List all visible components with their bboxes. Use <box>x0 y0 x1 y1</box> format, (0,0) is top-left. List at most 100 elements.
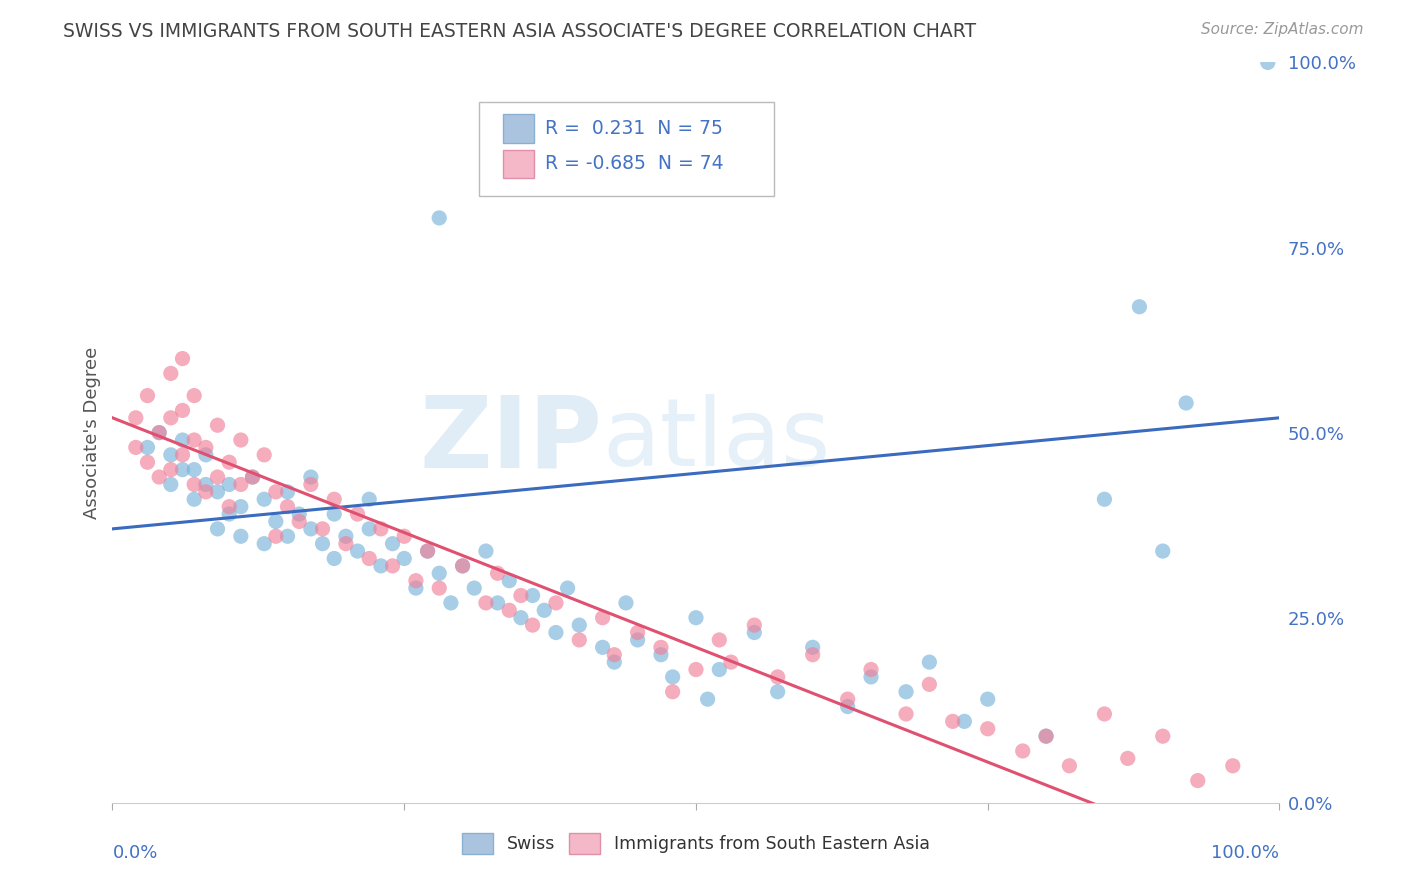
Point <box>125 410 148 425</box>
Point <box>346 544 368 558</box>
Point <box>172 403 194 417</box>
Point <box>1059 758 1081 772</box>
Point <box>218 500 240 514</box>
Point <box>498 603 520 617</box>
Point <box>498 574 520 588</box>
Point <box>381 558 404 573</box>
Point <box>603 648 626 662</box>
Point <box>253 448 276 462</box>
Point <box>1035 729 1057 743</box>
Point <box>1128 300 1150 314</box>
Point <box>183 388 205 402</box>
Point <box>568 618 591 632</box>
Point <box>801 640 824 655</box>
Point <box>837 699 859 714</box>
Point <box>627 625 650 640</box>
Point <box>650 640 672 655</box>
Point <box>288 515 311 529</box>
Point <box>183 492 205 507</box>
Point <box>720 655 742 669</box>
Point <box>650 648 672 662</box>
Point <box>837 692 859 706</box>
Point <box>160 477 183 491</box>
Point <box>603 655 626 669</box>
Point <box>359 492 381 507</box>
Point <box>696 692 718 706</box>
Point <box>381 536 404 550</box>
Point <box>172 433 194 447</box>
Point <box>557 581 579 595</box>
Point <box>311 522 333 536</box>
Point <box>335 536 357 550</box>
Point <box>229 477 252 491</box>
Point <box>1222 758 1244 772</box>
Point <box>976 692 998 706</box>
Point <box>744 625 766 640</box>
Point <box>172 448 194 462</box>
Text: 100.0%: 100.0% <box>1212 844 1279 862</box>
Point <box>346 507 368 521</box>
Point <box>509 589 531 603</box>
Text: R = -0.685  N = 74: R = -0.685 N = 74 <box>546 154 724 173</box>
Point <box>194 484 217 499</box>
Point <box>288 507 311 521</box>
Point <box>229 529 252 543</box>
Point <box>427 211 450 225</box>
Point <box>136 441 159 455</box>
Point <box>160 462 183 476</box>
Point <box>136 455 159 469</box>
Point <box>463 581 485 595</box>
Point <box>627 632 650 647</box>
Point <box>194 448 217 462</box>
Point <box>148 470 170 484</box>
Point <box>160 410 183 425</box>
Point <box>976 722 998 736</box>
Point <box>264 515 287 529</box>
Point <box>253 536 276 550</box>
Point <box>405 574 427 588</box>
Point <box>253 492 276 507</box>
Point <box>148 425 170 440</box>
Point <box>136 388 159 402</box>
Point <box>394 529 416 543</box>
Point <box>359 522 381 536</box>
Point <box>1011 744 1033 758</box>
Text: Source: ZipAtlas.com: Source: ZipAtlas.com <box>1201 22 1364 37</box>
Point <box>183 477 205 491</box>
Point <box>942 714 965 729</box>
Point <box>709 632 731 647</box>
Point <box>242 470 264 484</box>
Point <box>323 551 346 566</box>
Point <box>486 566 509 581</box>
Point <box>661 670 683 684</box>
Point <box>953 714 976 729</box>
Point <box>183 462 205 476</box>
Point <box>451 558 474 573</box>
Point <box>1187 773 1209 788</box>
Point <box>207 470 229 484</box>
Point <box>475 544 498 558</box>
Point <box>370 558 392 573</box>
Point <box>299 477 322 491</box>
Point <box>125 441 148 455</box>
Point <box>276 500 298 514</box>
Point <box>614 596 637 610</box>
Point <box>207 522 229 536</box>
Point <box>894 685 917 699</box>
Point <box>685 610 707 624</box>
Point <box>218 477 240 491</box>
Legend: Swiss, Immigrants from South Eastern Asia: Swiss, Immigrants from South Eastern Asi… <box>454 826 938 861</box>
Point <box>894 706 917 721</box>
Point <box>229 433 252 447</box>
Point <box>766 670 789 684</box>
Point <box>544 625 567 640</box>
Point <box>194 477 217 491</box>
Point <box>522 618 544 632</box>
Point <box>801 648 824 662</box>
Point <box>451 558 474 573</box>
Point <box>207 484 229 499</box>
Point <box>172 351 194 366</box>
Point <box>1035 729 1057 743</box>
Point <box>486 596 509 610</box>
Point <box>359 551 381 566</box>
